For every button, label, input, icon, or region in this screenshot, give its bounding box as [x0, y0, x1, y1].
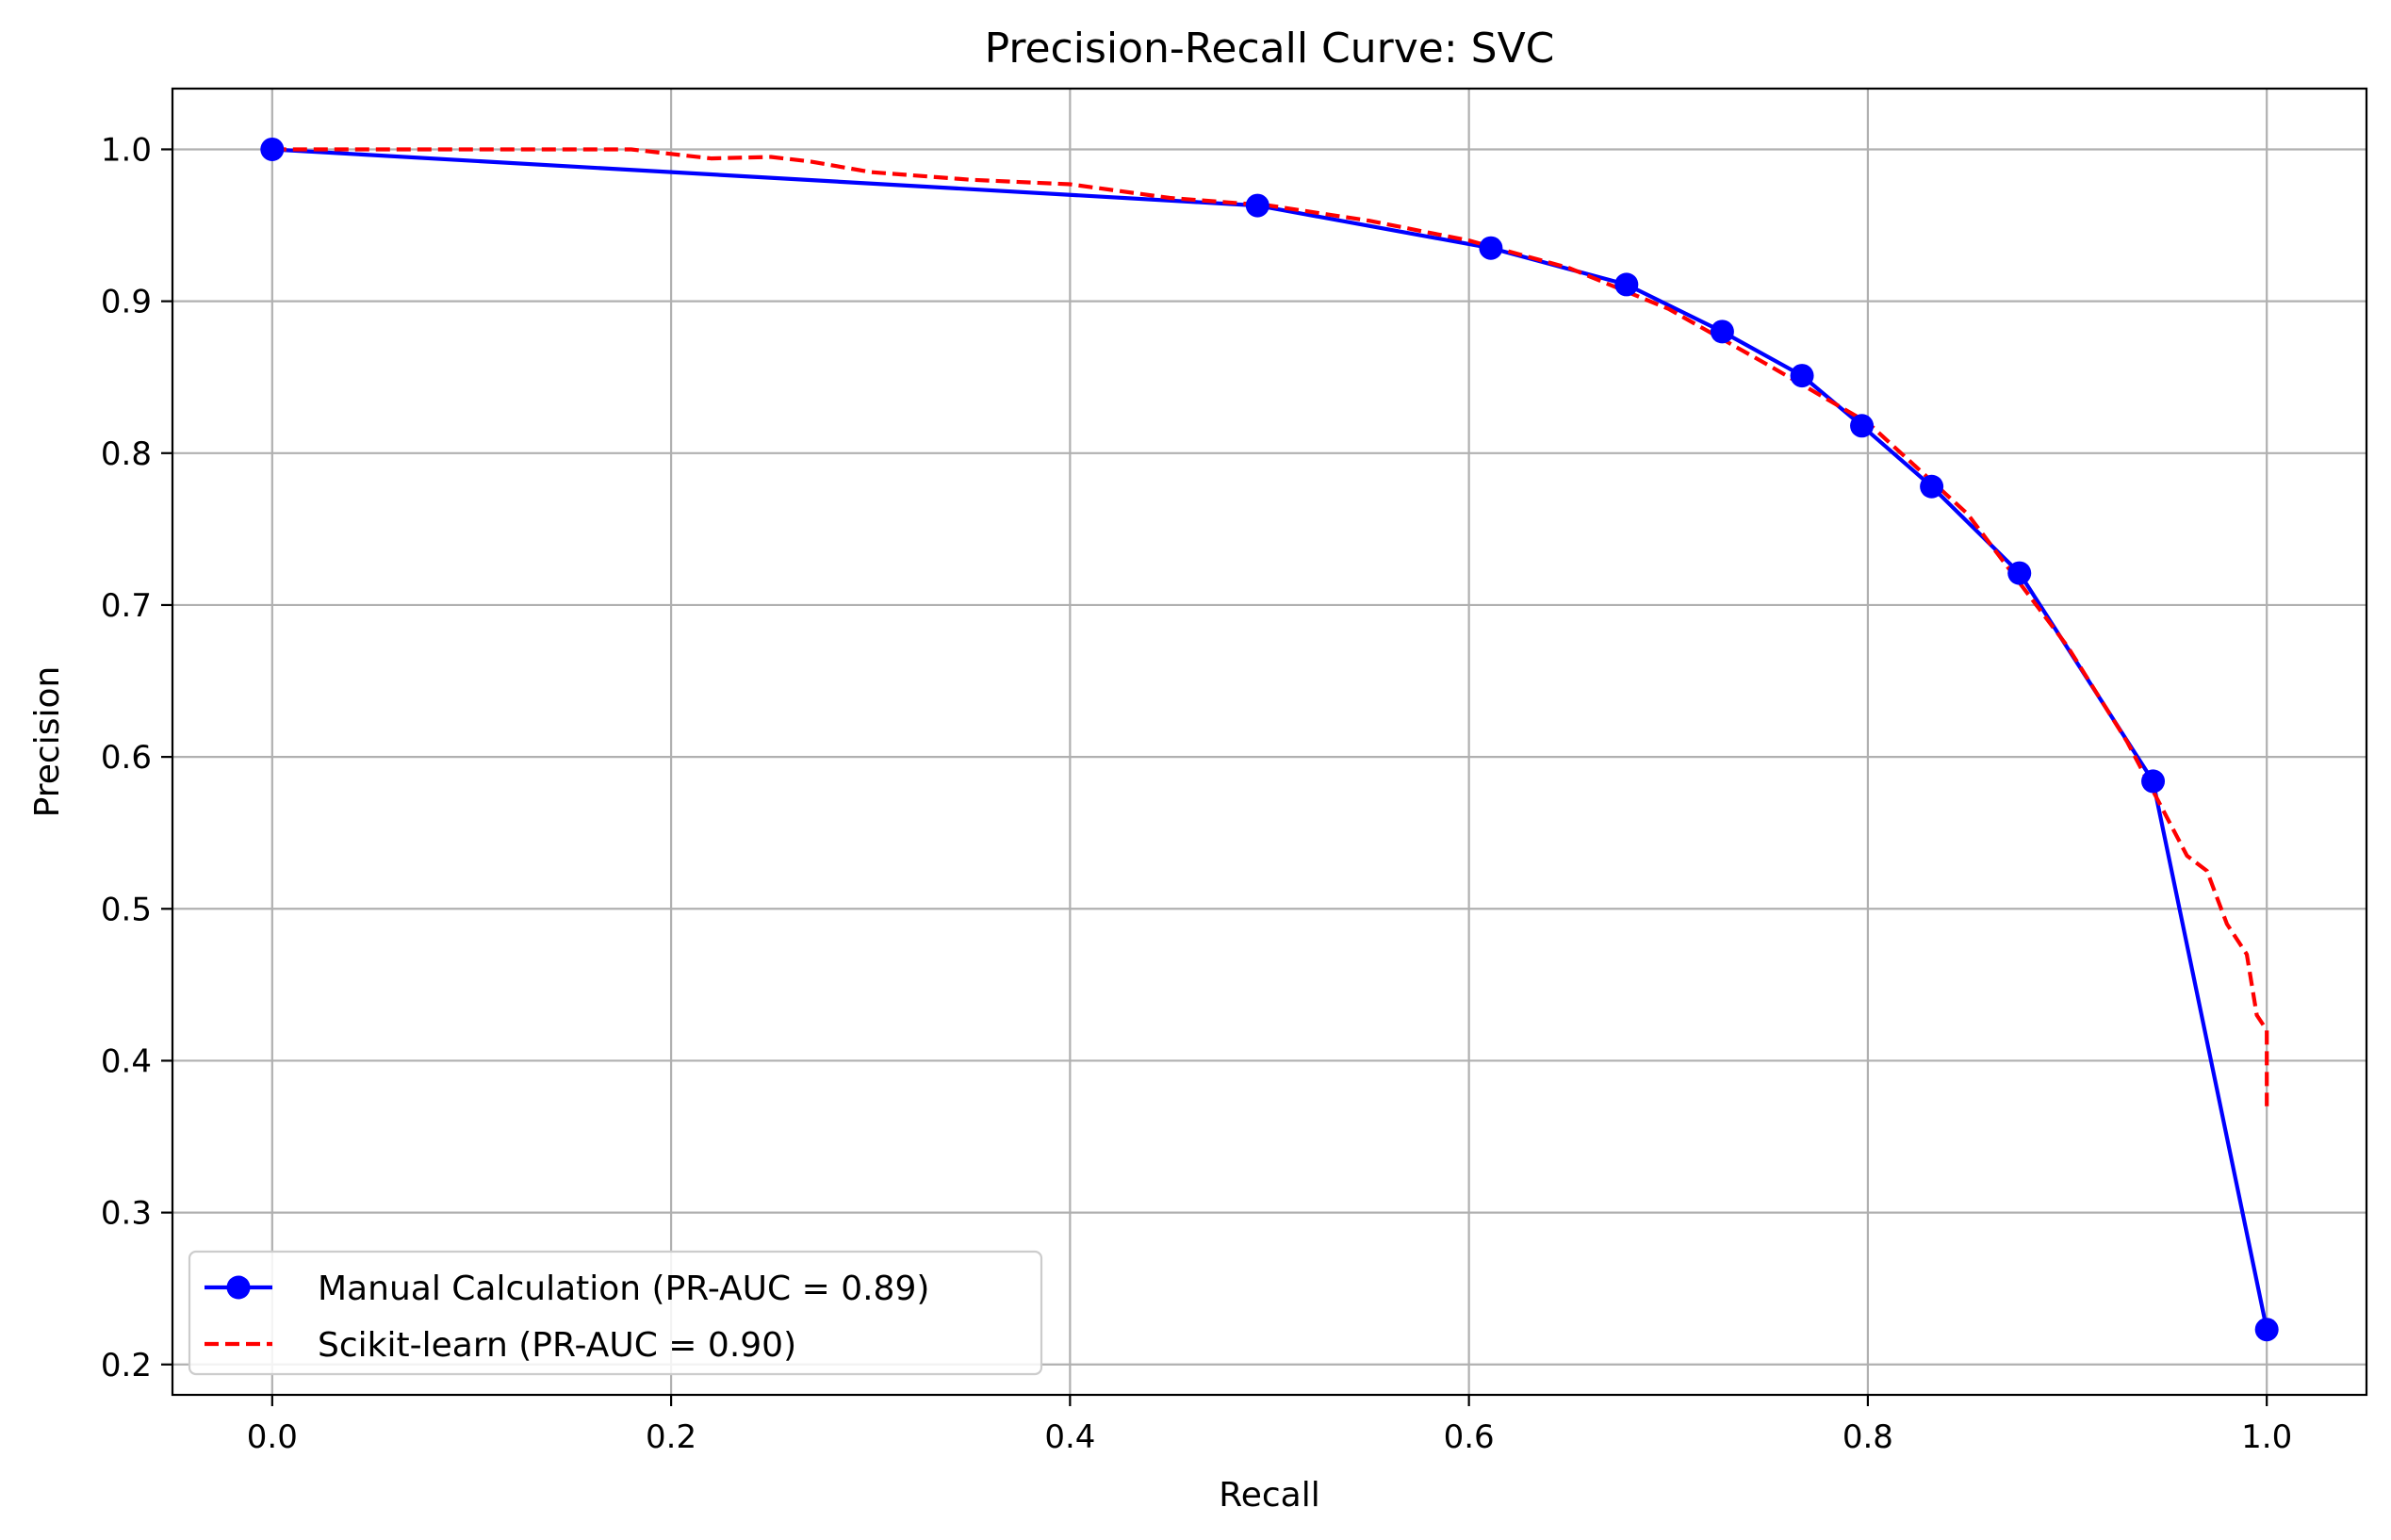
y-tick-label: 0.7: [101, 587, 152, 625]
data-point: [1479, 236, 1503, 260]
x-tick-label: 0.6: [1444, 1418, 1495, 1456]
axis-ticks: 0.0 0.2 0.4 0.6 0.8 1.0 0.2 0.3 0.4 0.5 0.6 0.7 0.8 0…: [101, 131, 2292, 1456]
data-point: [260, 137, 285, 161]
x-axis-title: Recall: [1219, 1476, 1319, 1515]
data-point: [1790, 364, 1814, 388]
legend-marker-0: [226, 1275, 251, 1300]
x-tick-label: 1.0: [2241, 1418, 2292, 1456]
y-tick-label: 0.4: [101, 1042, 152, 1080]
y-tick-label: 0.6: [101, 739, 152, 777]
legend-box: [188, 1250, 1043, 1376]
legend-label-1: Scikit-learn (PR-AUC = 0.90): [318, 1326, 796, 1365]
x-tick-label: 0.0: [247, 1418, 298, 1456]
plot-frame: [171, 87, 2368, 1397]
data-point: [1245, 193, 1269, 218]
data-point: [1850, 414, 1875, 438]
series-line-1: [271, 147, 2269, 1106]
x-tick-label: 0.4: [1044, 1418, 1095, 1456]
y-tick-label: 1.0: [101, 131, 152, 169]
data-point: [2141, 769, 2166, 794]
data-point: [1710, 319, 1734, 344]
y-axis-title: Precision: [28, 666, 67, 818]
data-point: [2007, 561, 2032, 585]
grid-lines: [172, 89, 2366, 1395]
y-tick-label: 0.3: [101, 1195, 152, 1233]
legend-label-0: Manual Calculation (PR-AUC = 0.89): [318, 1270, 929, 1308]
data-point: [1920, 474, 1944, 499]
chart-title: Precision-Recall Curve: SVC: [985, 25, 1555, 73]
series-layer: [260, 137, 2279, 1342]
y-tick-label: 0.8: [101, 435, 152, 473]
legend: Manual Calculation (PR-AUC = 0.89) Scikit…: [188, 1250, 1043, 1376]
y-tick-label: 0.5: [101, 891, 152, 928]
y-tick-label: 0.2: [101, 1347, 152, 1384]
data-point: [1614, 272, 1639, 297]
y-tick-label: 0.9: [101, 284, 152, 321]
x-tick-label: 0.2: [646, 1418, 696, 1456]
x-tick-label: 0.8: [1842, 1418, 1893, 1456]
data-point: [2254, 1318, 2279, 1342]
